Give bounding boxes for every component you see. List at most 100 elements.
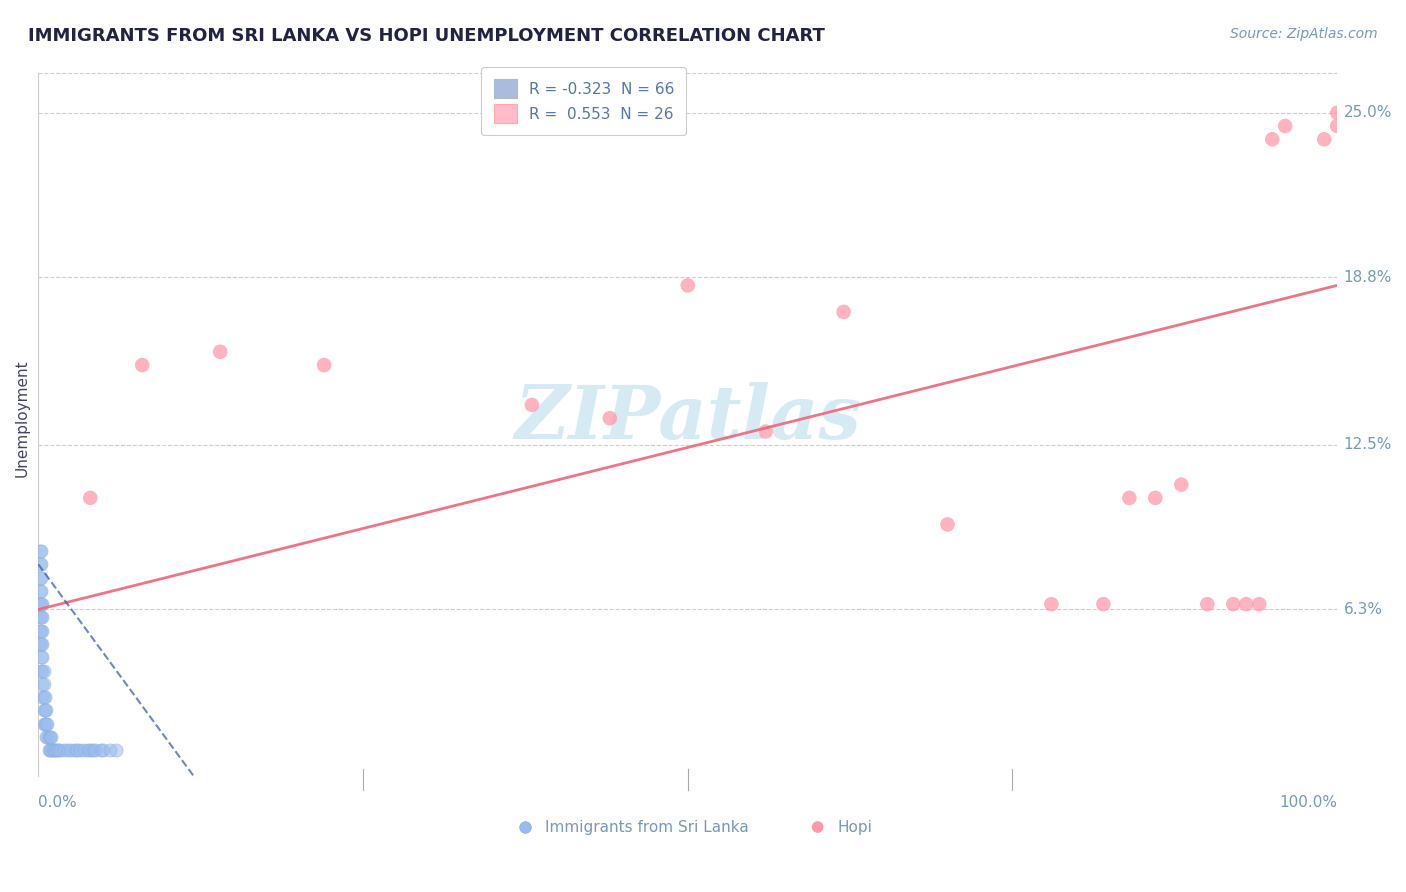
Point	[30, 664, 52, 678]
Point	[1040, 597, 1063, 611]
Point	[34, 716, 56, 731]
Point	[32, 664, 55, 678]
Point	[31, 664, 53, 678]
Point	[30, 624, 52, 638]
Legend: R = -0.323  N = 66, R =  0.553  N = 26: R = -0.323 N = 66, R = 0.553 N = 26	[481, 67, 686, 135]
Text: 100.0%: 100.0%	[1279, 795, 1337, 810]
Point	[1092, 597, 1115, 611]
Point	[31, 624, 53, 638]
Point	[79, 491, 101, 505]
Point	[38, 730, 60, 744]
Point	[676, 278, 699, 293]
Point	[44, 743, 66, 757]
Point	[28, 571, 51, 585]
Point	[39, 743, 62, 757]
Point	[34, 690, 56, 705]
Point	[599, 411, 621, 425]
Point	[35, 730, 58, 744]
Point	[28, 637, 51, 651]
Point	[59, 743, 82, 757]
Point	[41, 730, 63, 744]
Point	[1234, 597, 1257, 611]
Point	[32, 716, 55, 731]
Point	[1170, 477, 1192, 491]
Point	[28, 597, 51, 611]
Point	[37, 730, 59, 744]
Point	[45, 743, 67, 757]
Point	[41, 743, 63, 757]
Point	[35, 703, 58, 717]
Point	[1313, 132, 1336, 146]
Point	[32, 677, 55, 691]
Text: IMMIGRANTS FROM SRI LANKA VS HOPI UNEMPLOYMENT CORRELATION CHART: IMMIGRANTS FROM SRI LANKA VS HOPI UNEMPL…	[28, 27, 825, 45]
Point	[28, 624, 51, 638]
Point	[1249, 597, 1271, 611]
Point	[1301, 12, 1323, 27]
Point	[31, 690, 53, 705]
Point	[30, 558, 52, 572]
Point	[98, 743, 121, 757]
Point	[30, 637, 52, 651]
Point	[30, 583, 52, 598]
Point	[66, 743, 89, 757]
Point	[31, 650, 53, 665]
Point	[31, 597, 53, 611]
Point	[1118, 491, 1140, 505]
Point	[91, 743, 114, 757]
Point	[41, 743, 63, 757]
Point	[1222, 597, 1244, 611]
Point	[49, 743, 72, 757]
Point	[46, 743, 69, 757]
Point	[31, 610, 53, 624]
Point	[1326, 105, 1348, 120]
Point	[69, 743, 91, 757]
Point	[84, 743, 107, 757]
Text: 25.0%: 25.0%	[1344, 105, 1392, 120]
Point	[1261, 132, 1284, 146]
Point	[28, 544, 51, 558]
Point	[82, 743, 104, 757]
Point	[30, 610, 52, 624]
Text: 0.0%: 0.0%	[38, 795, 77, 810]
Point	[58, 743, 80, 757]
Point	[131, 358, 153, 372]
Point	[1144, 491, 1167, 505]
Point	[936, 517, 959, 532]
Point	[63, 743, 86, 757]
Point	[34, 703, 56, 717]
Text: 12.5%: 12.5%	[1344, 437, 1392, 452]
Point	[1286, 39, 1309, 54]
Point	[76, 743, 98, 757]
Point	[28, 610, 51, 624]
Point	[1326, 119, 1348, 133]
Point	[209, 344, 232, 359]
Text: Immigrants from Sri Lanka: Immigrants from Sri Lanka	[546, 820, 748, 835]
Point	[30, 544, 52, 558]
Point	[105, 743, 128, 757]
Point	[1274, 119, 1296, 133]
Point	[73, 743, 96, 757]
Point	[31, 677, 53, 691]
Point	[1197, 597, 1219, 611]
Point	[30, 571, 52, 585]
Point	[37, 716, 59, 731]
Text: Source: ZipAtlas.com: Source: ZipAtlas.com	[1230, 27, 1378, 41]
Text: ZIPatlas: ZIPatlas	[515, 382, 862, 454]
Point	[28, 583, 51, 598]
Point	[32, 703, 55, 717]
Point	[53, 743, 76, 757]
Text: 18.8%: 18.8%	[1344, 270, 1392, 285]
Point	[30, 597, 52, 611]
Point	[30, 650, 52, 665]
Point	[35, 716, 58, 731]
Point	[755, 425, 778, 439]
Point	[312, 358, 335, 372]
Point	[520, 398, 543, 412]
Point	[42, 743, 65, 757]
Point	[28, 558, 51, 572]
Point	[38, 743, 60, 757]
Point	[32, 690, 55, 705]
Point	[31, 637, 53, 651]
Point	[79, 743, 101, 757]
Text: 6.3%: 6.3%	[1344, 602, 1382, 617]
